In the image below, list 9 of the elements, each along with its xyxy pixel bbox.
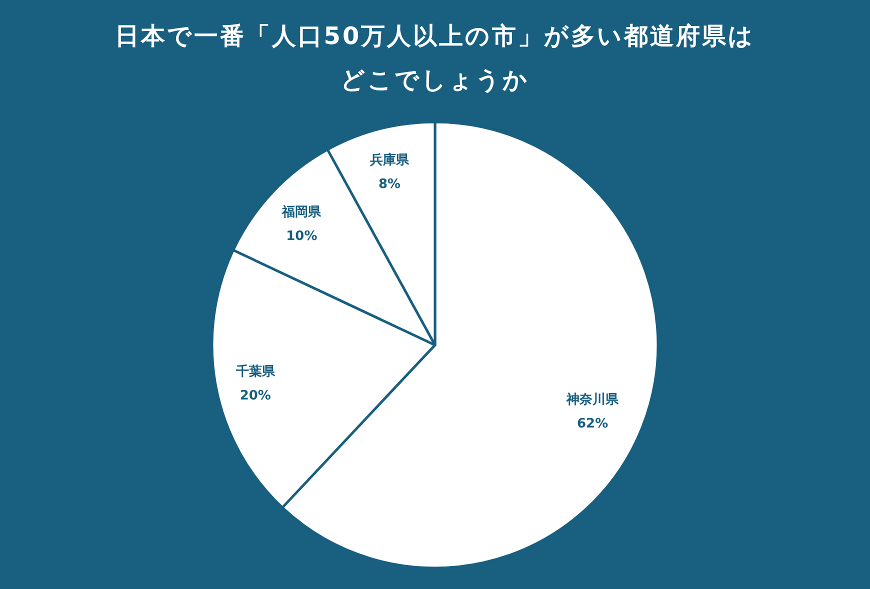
data-label: 10% <box>286 228 318 244</box>
slice-label: 福岡県 <box>281 204 322 220</box>
slice-label: 千葉県 <box>234 363 276 380</box>
slice-label: 神奈川県 <box>566 391 620 408</box>
chart-title: 日本で一番「人口50万人以上の市」が多い都道府県はどこでしょうか <box>114 21 756 96</box>
data-label: 62% <box>577 416 608 432</box>
data-label: 8% <box>378 176 401 192</box>
slice-label: 兵庫県 <box>369 152 410 168</box>
data-label: 20% <box>240 388 271 404</box>
